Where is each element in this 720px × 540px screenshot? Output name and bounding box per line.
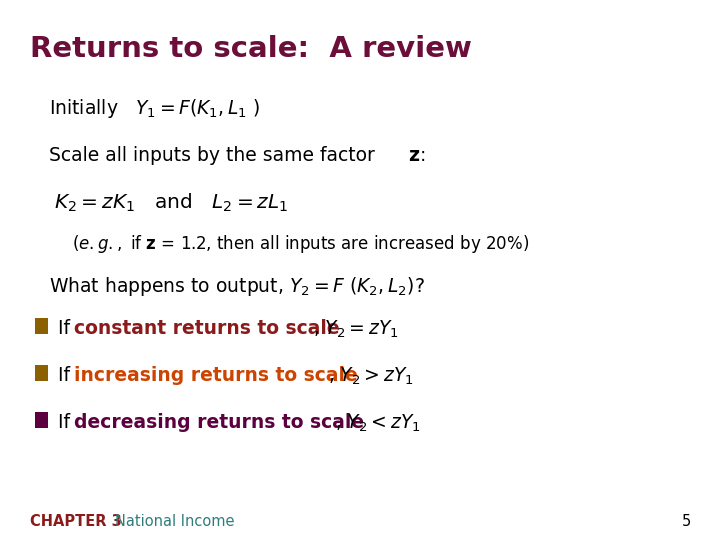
Text: CHAPTER 3: CHAPTER 3 — [30, 514, 122, 529]
Text: Initially   $Y_1 = F(K_1, L_1\ )$: Initially $Y_1 = F(K_1, L_1\ )$ — [49, 97, 261, 120]
Text: If: If — [58, 413, 76, 432]
Text: National Income: National Income — [115, 514, 235, 529]
Text: If: If — [58, 366, 76, 384]
Text: z: z — [408, 146, 419, 165]
Text: If: If — [58, 319, 76, 338]
Text: , $Y_2 < zY_1$: , $Y_2 < zY_1$ — [335, 413, 420, 434]
Text: Scale all inputs by the same factor: Scale all inputs by the same factor — [49, 146, 381, 165]
Text: , $Y_2 = zY_1$: , $Y_2 = zY_1$ — [313, 319, 399, 340]
Text: constant returns to scale: constant returns to scale — [74, 319, 340, 338]
Text: $\mathbf{\mathit{K}}_2 = z\mathbf{\mathit{K}}_1$   and   $\mathbf{\mathit{L}}_2 : $\mathbf{\mathit{K}}_2 = z\mathbf{\mathi… — [54, 192, 289, 214]
Text: Returns to scale:  A review: Returns to scale: A review — [30, 35, 472, 63]
Text: , $Y_2 > zY_1$: , $Y_2 > zY_1$ — [328, 366, 414, 387]
Text: What happens to output, $Y_2 = \mathbf{\mathit{F}}\ (K_2, L_2)$?: What happens to output, $Y_2 = \mathbf{\… — [49, 275, 425, 299]
Text: decreasing returns to scale: decreasing returns to scale — [74, 413, 364, 432]
Text: ($e.g.,$ if $\mathbf{z}$ = 1.2, then all inputs are increased by 20%): ($e.g.,$ if $\mathbf{z}$ = 1.2, then all… — [72, 233, 529, 255]
Text: increasing returns to scale: increasing returns to scale — [74, 366, 358, 384]
Text: 5: 5 — [682, 514, 691, 529]
Text: :: : — [420, 146, 426, 165]
